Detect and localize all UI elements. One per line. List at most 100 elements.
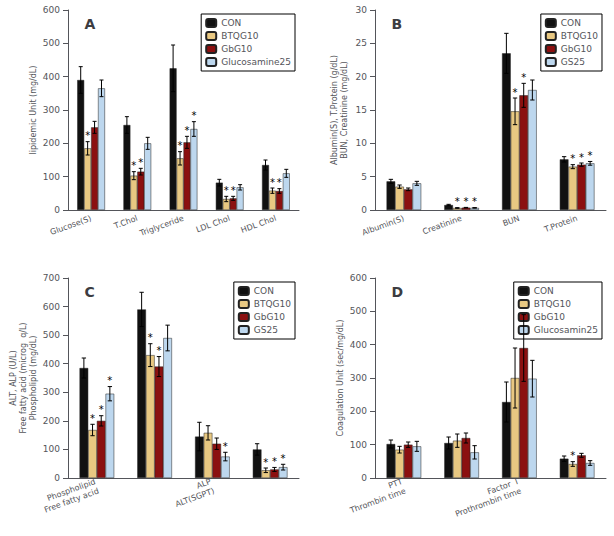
- svg-text:*: *: [455, 196, 460, 207]
- svg-text:*: *: [521, 72, 526, 83]
- svg-text:400: 400: [350, 340, 367, 350]
- svg-text:500: 500: [43, 38, 60, 48]
- svg-text:*: *: [570, 153, 575, 164]
- svg-text:Glucosamin25: Glucosamin25: [534, 325, 598, 335]
- svg-text:T.Protein: T.Protein: [542, 214, 578, 235]
- svg-text:*: *: [131, 160, 136, 171]
- svg-text:*: *: [156, 345, 161, 356]
- svg-text:Glucose(S): Glucose(S): [49, 214, 93, 237]
- svg-text:300: 300: [43, 387, 60, 397]
- svg-text:600: 600: [43, 302, 60, 312]
- svg-text:*: *: [463, 196, 468, 207]
- svg-text:*: *: [191, 110, 196, 121]
- svg-text:15: 15: [356, 105, 367, 115]
- svg-text:300: 300: [350, 373, 367, 383]
- svg-text:500: 500: [350, 306, 367, 316]
- svg-text:*: *: [90, 413, 95, 424]
- svg-text:*: *: [588, 150, 593, 161]
- svg-text:100: 100: [43, 172, 60, 182]
- svg-text:100: 100: [43, 444, 60, 454]
- svg-text:500: 500: [43, 330, 60, 340]
- svg-text:BTQG10: BTQG10: [561, 31, 598, 41]
- svg-text:Phospholipid (mg/dL): Phospholipid (mg/dL): [29, 336, 38, 421]
- svg-text:200: 200: [350, 406, 367, 416]
- svg-text:*: *: [107, 375, 112, 386]
- svg-text:20: 20: [356, 72, 368, 82]
- svg-text:*: *: [138, 157, 143, 168]
- svg-text:BUN, Creatinine (mg/dL): BUN, Creatinine (mg/dL): [340, 61, 349, 158]
- svg-text:ALT, ALP (U/L): ALT, ALP (U/L): [9, 350, 18, 405]
- svg-text:Factor I: Factor I: [486, 477, 520, 497]
- svg-text:CON: CON: [561, 18, 581, 28]
- svg-text:*: *: [231, 185, 236, 196]
- svg-text:100: 100: [350, 440, 367, 450]
- svg-text:Triglyceride: Triglyceride: [138, 214, 185, 239]
- svg-text:*: *: [570, 450, 575, 461]
- svg-text:*: *: [148, 332, 153, 343]
- svg-text:*: *: [85, 130, 90, 141]
- svg-text:GbG10: GbG10: [561, 44, 592, 54]
- svg-text:5: 5: [361, 172, 367, 182]
- svg-text:*: *: [223, 441, 228, 452]
- svg-text:BTQG10: BTQG10: [534, 299, 571, 309]
- svg-text:0: 0: [361, 205, 367, 215]
- svg-text:LDL Chol: LDL Chol: [195, 214, 231, 235]
- svg-text:GbG10: GbG10: [254, 312, 285, 322]
- svg-text:200: 200: [43, 138, 60, 148]
- svg-text:ALT(SGPT): ALT(SGPT): [174, 486, 216, 508]
- svg-text:BTQG10: BTQG10: [221, 31, 258, 41]
- svg-text:GS25: GS25: [561, 57, 585, 67]
- svg-text:400: 400: [43, 72, 60, 82]
- svg-text:HDL Chol: HDL Chol: [240, 214, 278, 235]
- svg-text:*: *: [99, 404, 104, 415]
- svg-text:*: *: [184, 125, 189, 136]
- svg-text:700: 700: [43, 273, 60, 283]
- svg-text:D: D: [392, 284, 404, 300]
- svg-text:10: 10: [356, 138, 368, 148]
- svg-text:BTQG10: BTQG10: [254, 299, 291, 309]
- svg-text:ALP: ALP: [195, 477, 213, 491]
- svg-text:B: B: [392, 16, 403, 32]
- svg-text:Glucosamine25: Glucosamine25: [221, 57, 291, 67]
- svg-text:*: *: [281, 453, 286, 464]
- svg-text:400: 400: [43, 359, 60, 369]
- svg-text:Thrombin time: Thrombin time: [348, 486, 407, 515]
- svg-text:GbG10: GbG10: [534, 312, 565, 322]
- svg-text:Phospholipid: Phospholipid: [45, 477, 97, 503]
- svg-text:0: 0: [54, 473, 60, 483]
- svg-text:*: *: [513, 87, 518, 98]
- svg-text:*: *: [263, 457, 268, 468]
- svg-text:200: 200: [43, 416, 60, 426]
- svg-text:CON: CON: [254, 286, 274, 296]
- svg-text:Free fatty acid (microg q/L): Free fatty acid (microg q/L): [19, 323, 28, 434]
- svg-text:600: 600: [350, 273, 367, 283]
- svg-text:0: 0: [54, 205, 60, 215]
- svg-text:Creatinine: Creatinine: [421, 214, 463, 237]
- svg-text:C: C: [85, 284, 95, 300]
- svg-text:*: *: [472, 196, 477, 207]
- svg-text:Free fatty acid: Free fatty acid: [43, 486, 100, 514]
- svg-text:lipidemic Unit (mg/dL): lipidemic Unit (mg/dL): [29, 66, 38, 155]
- svg-text:0: 0: [361, 473, 367, 483]
- svg-text:25: 25: [356, 38, 367, 48]
- svg-text:BUN: BUN: [502, 214, 521, 228]
- svg-text:CON: CON: [534, 286, 554, 296]
- svg-text:600: 600: [43, 5, 60, 15]
- svg-text:*: *: [277, 177, 282, 188]
- svg-text:Albumin(S): Albumin(S): [361, 214, 406, 238]
- svg-text:Albumin(S), T.Protein (g/dL): Albumin(S), T.Protein (g/dL): [330, 55, 339, 165]
- svg-text:*: *: [270, 177, 275, 188]
- svg-text:T.Chol: T.Chol: [112, 214, 139, 231]
- svg-text:*: *: [579, 152, 584, 163]
- svg-text:GbG10: GbG10: [221, 44, 252, 54]
- svg-text:*: *: [224, 185, 229, 196]
- svg-text:Prothrombin time: Prothrombin time: [454, 486, 523, 518]
- svg-text:*: *: [272, 456, 277, 467]
- svg-text:A: A: [85, 16, 96, 32]
- svg-text:*: *: [178, 140, 183, 151]
- svg-text:CON: CON: [221, 18, 241, 28]
- svg-text:30: 30: [356, 5, 368, 15]
- svg-text:GS25: GS25: [254, 325, 278, 335]
- svg-text:Coagulation Unit (sec/mg/dL): Coagulation Unit (sec/mg/dL): [336, 320, 345, 437]
- svg-text:300: 300: [43, 105, 60, 115]
